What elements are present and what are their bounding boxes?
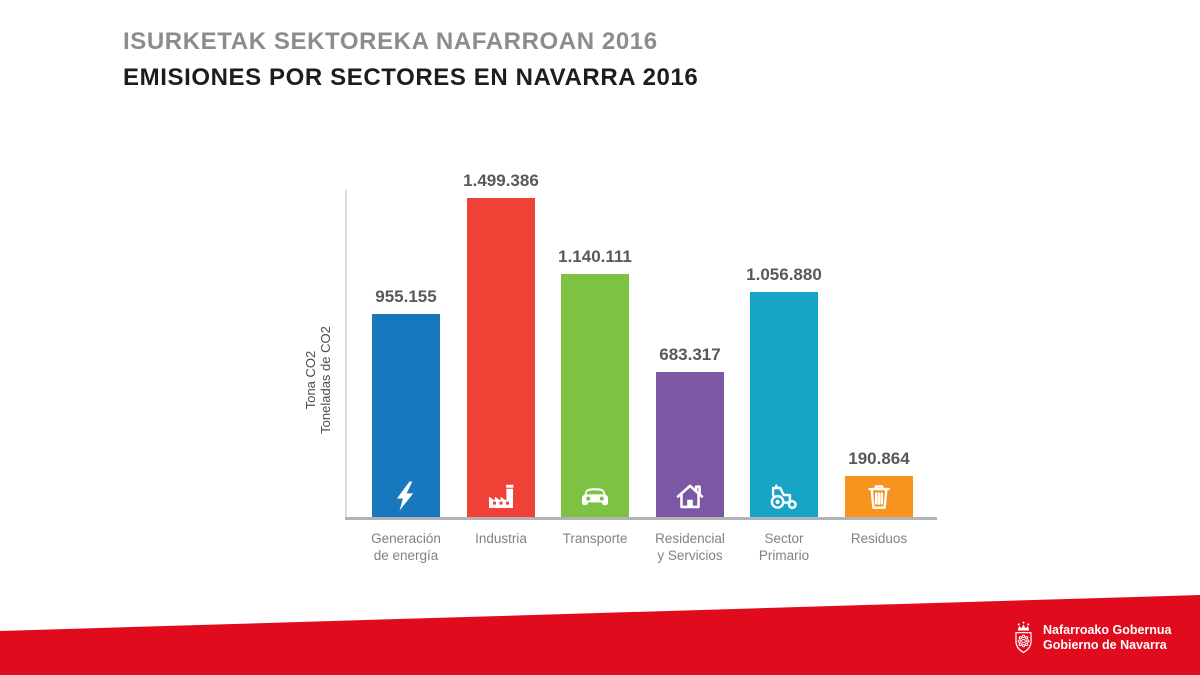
- value-label-industria: 1.499.386: [463, 171, 539, 190]
- trash-icon: [863, 480, 895, 512]
- category-label-transporte: Transporte: [562, 531, 628, 546]
- lightning-icon: [390, 480, 422, 512]
- navarra-coat-of-arms-icon: [1012, 617, 1035, 659]
- y-axis-label: Tona CO2 Toneladas de CO2: [303, 326, 333, 434]
- government-logo: Nafarroako Gobernua Gobierno de Navarra: [1012, 617, 1172, 659]
- house-icon: [674, 480, 706, 512]
- y-axis-label-line1: Tona CO2: [303, 350, 318, 410]
- category-label-residencial-y-servicios: Residencial y Servicios: [655, 531, 725, 563]
- y-axis-label-line2: Toneladas de CO2: [318, 326, 333, 434]
- x-axis-baseline: [345, 517, 937, 520]
- category-label-sector-primario: Sector Primario: [758, 531, 810, 563]
- value-label-transporte: 1.140.111: [558, 247, 632, 266]
- bar-industria: [467, 198, 535, 517]
- title-spanish: EMISIONES POR SECTORES EN NAVARRA 2016: [123, 64, 699, 91]
- bar-generacion-de-energia: [372, 314, 440, 517]
- factory-icon: [485, 480, 517, 512]
- category-label-generacion-de-energia: Generación de energía: [371, 531, 441, 563]
- value-label-sector-primario: 1.056.880: [746, 265, 822, 284]
- title-basque: ISURKETAK SEKTOREKA NAFARROAN 2016: [123, 28, 658, 55]
- value-label-residuos: 190.864: [848, 449, 910, 468]
- bar-transporte: [561, 274, 629, 517]
- bar-residuos: [845, 476, 913, 517]
- slide-title-block: ISURKETAK SEKTOREKA NAFARROAN 2016 EMISI…: [123, 28, 698, 92]
- tractor-icon: [768, 480, 800, 512]
- government-name: Nafarroako Gobernua Gobierno de Navarra: [1043, 623, 1172, 653]
- government-name-basque: Nafarroako Gobernua: [1043, 623, 1172, 637]
- car-icon: [579, 480, 611, 512]
- value-label-generacion-de-energia: 955.155: [375, 287, 437, 306]
- bar-sector-primario: [750, 292, 818, 517]
- bar-residencial-y-servicios: [656, 372, 724, 517]
- category-label-residuos: Residuos: [850, 531, 908, 546]
- government-name-spanish: Gobierno de Navarra: [1043, 638, 1167, 652]
- value-label-residencial-y-servicios: 683.317: [659, 345, 721, 364]
- category-label-industria: Industria: [475, 531, 527, 546]
- y-axis-line: [345, 190, 347, 519]
